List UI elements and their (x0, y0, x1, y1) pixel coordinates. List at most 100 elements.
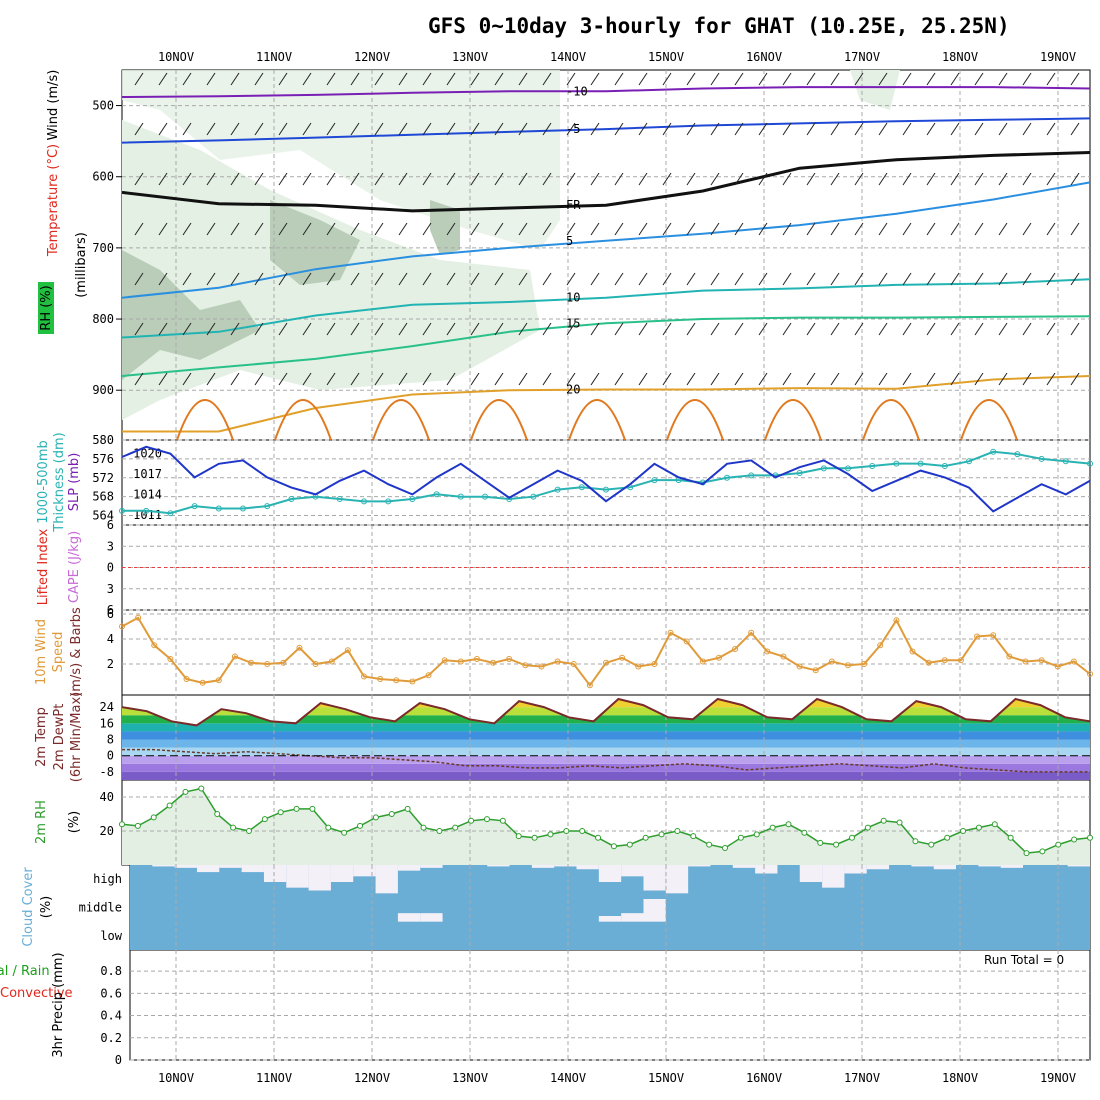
pressure-tick-label: 700 (92, 241, 114, 255)
wind-barb (926, 122, 936, 136)
contour-label: 15 (566, 316, 580, 330)
wind-barb (350, 322, 360, 336)
thickness-series-point (917, 460, 924, 467)
wind-barb (974, 172, 984, 186)
wind-speed-series-point (925, 659, 932, 666)
wind-barb (230, 172, 240, 186)
thickness-series-point (941, 462, 948, 469)
temp-series (121, 697, 1091, 727)
wind-speed-series-point (554, 658, 561, 665)
wind-barb (806, 222, 816, 236)
precip-tick-label: 0.8 (100, 964, 122, 978)
wind-speed-series-point (1054, 663, 1061, 670)
wind-barb (494, 72, 504, 86)
bottom-date-axis: 10NOV 11NOV 12NOV 13NOV 14NOV 15NOV 16NOV 17NOV… (158, 1071, 1076, 1085)
cloud-high-bar (598, 865, 622, 882)
wind-barb (206, 172, 216, 186)
rh-dark-region (430, 200, 460, 255)
wind-barb (278, 372, 288, 386)
wind-speed-series-point (990, 632, 997, 639)
wind-barb (422, 222, 432, 236)
wind-barb (422, 172, 432, 186)
rh2m-point (119, 821, 125, 828)
cloud-high-bar (643, 865, 666, 891)
wind-speed-series-point (570, 661, 577, 667)
wind-barb (278, 72, 288, 86)
wind-barb (518, 222, 528, 236)
wind-barb (422, 322, 432, 336)
rh2m-point (1055, 841, 1062, 848)
wind-barb (374, 222, 384, 236)
rh2m-point (372, 814, 379, 821)
wind-barb (278, 122, 288, 136)
precip-tick-label: 0.6 (100, 986, 122, 1000)
thickness-tick-label: 580 (92, 433, 114, 447)
wind-barb (950, 172, 960, 186)
temperature-contour (122, 375, 1091, 433)
temp-tick-label: 8 (107, 733, 114, 747)
rh2m-point (134, 822, 141, 829)
wind-barb (974, 372, 984, 386)
wind-barb (1070, 372, 1080, 386)
wind-barb (398, 122, 408, 136)
panel-wind10m (121, 609, 1091, 696)
wind-barb (542, 372, 552, 386)
cloud-high-bar (799, 865, 823, 882)
cloud-high-bar (621, 865, 644, 877)
wind-barb (374, 372, 384, 386)
top-date-label: 11NOV (256, 50, 292, 64)
wind-speed-series-point (1038, 657, 1045, 664)
wind-speed-series-point (167, 656, 174, 662)
wind-barb (134, 322, 144, 336)
wind-barb (830, 72, 840, 86)
wind-barb (998, 372, 1008, 386)
wind-barb (494, 172, 504, 186)
wind-barb (326, 322, 336, 336)
wind-speed-series-point (441, 657, 448, 664)
wind-speed-series-point (344, 647, 351, 654)
wind-barb (590, 172, 600, 186)
wind-barb (302, 222, 312, 236)
thickness-series-point (578, 484, 585, 491)
rh2m-point (1087, 834, 1093, 841)
cape-label: CAPE (J/kg) (67, 531, 82, 603)
cloud-percent-label: (%) (39, 896, 54, 919)
wind-barb (278, 322, 288, 336)
rh-percent-label: (%) (67, 811, 82, 834)
rh2m-point (833, 841, 840, 848)
rh2m-point (309, 805, 316, 812)
wind-barb (686, 122, 696, 136)
wind-speed-series-point (586, 682, 593, 689)
wind-barb (326, 372, 336, 386)
wind-speed-series-point (522, 662, 529, 669)
thickness-series-point (724, 474, 730, 481)
contour-label: -5 (566, 122, 580, 136)
wind-barb (350, 272, 360, 286)
wind-barb (398, 222, 408, 236)
wind-barb (542, 172, 552, 186)
rh2m-point (182, 788, 189, 795)
wind-speed-series-point (861, 661, 868, 667)
wind-barb (590, 372, 600, 386)
rh2m-point (420, 824, 427, 831)
wind-barb (566, 72, 576, 86)
temp-band (122, 731, 1090, 740)
wind-barb (782, 322, 792, 336)
rh2m-point (690, 833, 697, 840)
wind-speed-series-point (619, 654, 626, 661)
thickness-series-point (385, 498, 392, 505)
wind-barb (686, 272, 696, 286)
rh2m-point (404, 805, 411, 812)
wind-barb (854, 72, 864, 86)
wind-barb (638, 122, 648, 136)
run-total-label: Run Total = 0 (984, 953, 1064, 967)
temp-band (122, 763, 1090, 772)
wind-tick-label: 4 (107, 632, 114, 646)
wind-speed-series-point (231, 653, 238, 660)
top-date-label: 12NOV (354, 50, 390, 64)
cloud-high-bar (196, 865, 220, 873)
wind-barb (854, 222, 864, 236)
cloud-high-bar (263, 865, 287, 882)
rh2m-point (610, 843, 617, 850)
wind-barb (182, 272, 192, 286)
